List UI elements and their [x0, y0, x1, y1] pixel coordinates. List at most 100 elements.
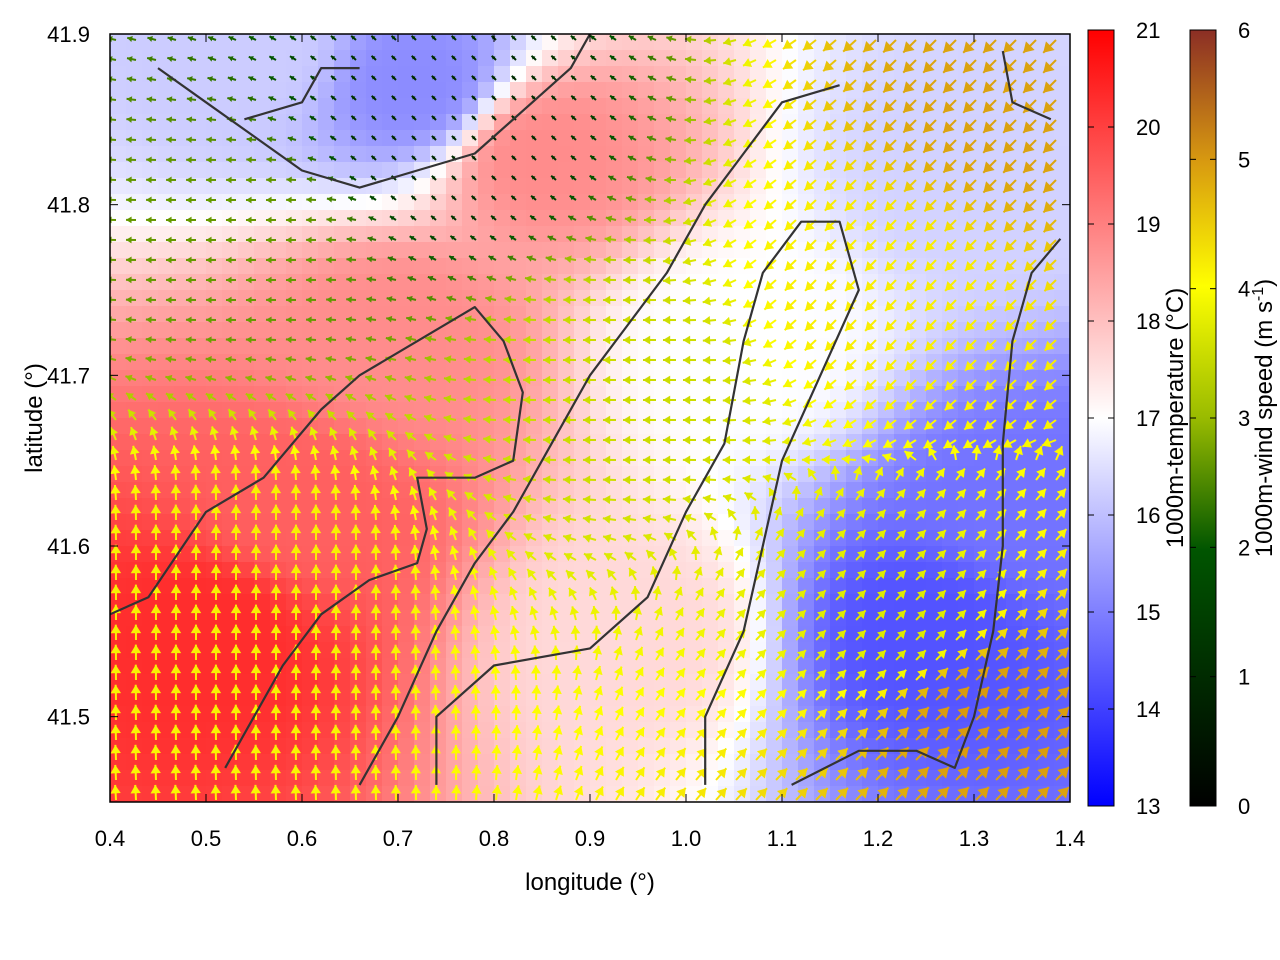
temperature-cell [478, 258, 495, 275]
temperature-cell [142, 114, 159, 131]
temperature-cell [366, 770, 383, 787]
temperature-cell [718, 626, 735, 643]
temperature-cell [558, 754, 575, 771]
temperature-cell [318, 546, 335, 563]
temperature-cell [622, 370, 639, 387]
temperature-cell [606, 34, 623, 51]
temperature-cell [526, 546, 543, 563]
temperature-cell [190, 66, 207, 83]
temperature-cell [462, 754, 479, 771]
temperature-cell [718, 754, 735, 771]
temperature-cell [190, 690, 207, 707]
temperature-cell [270, 338, 287, 355]
temperature-cell [142, 770, 159, 787]
temperature-cell [382, 194, 399, 211]
temperature-cell [414, 674, 431, 691]
temperature-cell [318, 770, 335, 787]
temperature-cell [638, 130, 655, 147]
temperature-cell [590, 274, 607, 291]
temperature-cell [414, 162, 431, 179]
temperature-cell [430, 482, 447, 499]
temperature-cell [494, 242, 511, 259]
temperature-cell [574, 402, 591, 419]
temperature-cell [206, 242, 223, 259]
temperature-cell [606, 674, 623, 691]
temperature-cell [702, 610, 719, 627]
temperature-cell [638, 354, 655, 371]
temperature-cell [654, 338, 671, 355]
temperature-cell [1054, 258, 1070, 275]
temperature-cell [574, 418, 591, 435]
temperature-cell [238, 578, 255, 595]
temperature-cell [478, 514, 495, 531]
temperature-cell [190, 226, 207, 243]
temperature-cell [782, 530, 799, 547]
temperature-cell [174, 210, 191, 227]
temperature-cell [542, 690, 559, 707]
temperature-cell [702, 66, 719, 83]
temperature-cell [302, 146, 319, 163]
temperature-cell [590, 594, 607, 611]
temperature-cell [142, 146, 159, 163]
temperature-cell [142, 226, 159, 243]
temperature-cell [110, 162, 127, 179]
temperature-cell [350, 466, 367, 483]
temperature-cell [110, 98, 127, 115]
temperature-cell [798, 514, 815, 531]
temperature-cell [366, 322, 383, 339]
temperature-cell [414, 690, 431, 707]
temperature-cell [590, 498, 607, 515]
temperature-cell [478, 642, 495, 659]
temperature-cell [302, 50, 319, 67]
temperature-cell [638, 226, 655, 243]
temperature-cell [590, 386, 607, 403]
temperature-cell [350, 418, 367, 435]
temperature-cell [750, 514, 767, 531]
temperature-cell [142, 98, 159, 115]
temperature-cell [334, 82, 351, 99]
temperature-cell [654, 754, 671, 771]
temperature-cell [718, 514, 735, 531]
temperature-cell [238, 162, 255, 179]
temperature-cell [590, 290, 607, 307]
temperature-cell [590, 418, 607, 435]
temperature-cell [206, 434, 223, 451]
temperature-cell [190, 594, 207, 611]
temperature-cell [350, 322, 367, 339]
temperature-cell [830, 418, 847, 435]
temperature-cell [350, 706, 367, 723]
temperature-cell [158, 514, 175, 531]
temperature-cell [238, 626, 255, 643]
temperature-cell [414, 114, 431, 131]
temperature-cell [126, 242, 143, 259]
temperature-cell [286, 178, 303, 195]
temperature-cell [270, 402, 287, 419]
temperature-cell [398, 546, 415, 563]
colorbar-tick-label: 15 [1136, 600, 1160, 625]
temperature-cell [462, 50, 479, 67]
temperature-cell [526, 450, 543, 467]
temperature-cell [206, 322, 223, 339]
temperature-cell [398, 226, 415, 243]
temperature-cell [190, 338, 207, 355]
temperature-cell [414, 226, 431, 243]
temperature-cell [318, 274, 335, 291]
temperature-cell [846, 706, 863, 723]
temperature-cell [574, 498, 591, 515]
temperature-cell [574, 130, 591, 147]
temperature-cell [638, 210, 655, 227]
temperature-cell [702, 626, 719, 643]
temperature-cell [126, 34, 143, 51]
temperature-cell [526, 274, 543, 291]
temperature-cell [110, 610, 127, 627]
temperature-cell [670, 306, 687, 323]
temperature-cell [638, 258, 655, 275]
temperature-cell [590, 146, 607, 163]
temperature-cell [510, 306, 527, 323]
temperature-cell [510, 178, 527, 195]
temperature-cell [190, 194, 207, 211]
temperature-cell [558, 338, 575, 355]
temperature-cell [542, 562, 559, 579]
temperature-cell [110, 82, 127, 99]
temperature-cell [318, 594, 335, 611]
